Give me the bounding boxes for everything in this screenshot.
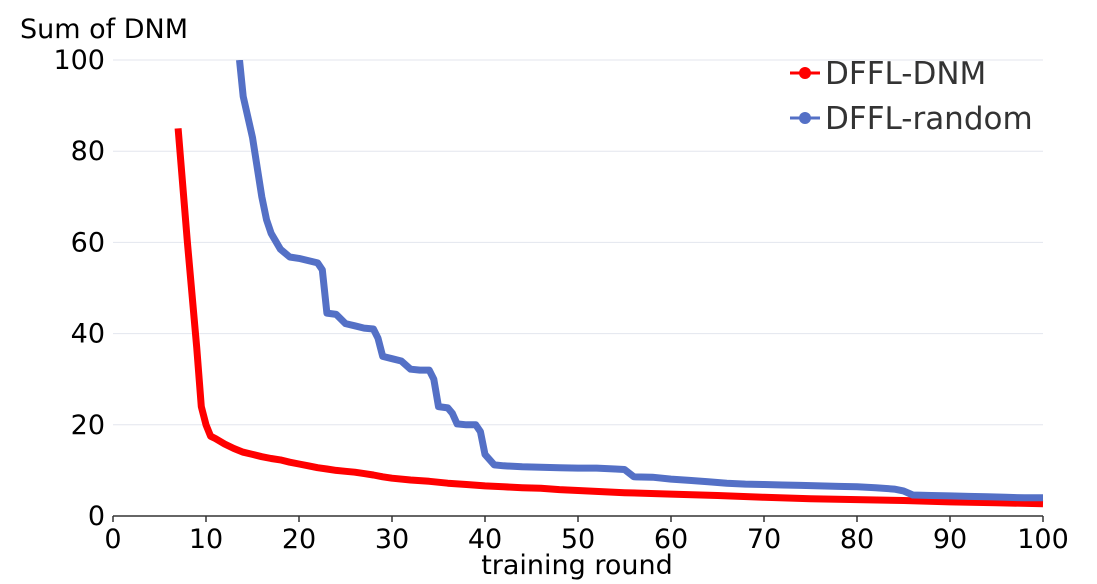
x-tick-label: 10 — [189, 524, 223, 555]
x-tick-label: 50 — [561, 524, 595, 555]
x-tick-label: 80 — [840, 524, 874, 555]
legend: DFFL-DNM DFFL-random — [790, 56, 1033, 137]
legend-label: DFFL-DNM — [825, 56, 986, 92]
legend-label: DFFL-random — [825, 101, 1033, 137]
x-tick-label: 30 — [375, 524, 409, 555]
x-tick-label: 0 — [104, 524, 121, 555]
series-line-2 — [236, 60, 1043, 502]
y-tick-label: 80 — [71, 136, 105, 167]
x-tick-label: 90 — [933, 524, 967, 555]
y-axis-title: Sum of DNM — [20, 14, 188, 45]
y-tick-label: 60 — [71, 227, 105, 258]
x-tick-label: 100 — [1017, 524, 1069, 555]
legend-swatch-marker — [799, 67, 811, 79]
x-tick-label: 60 — [654, 524, 688, 555]
y-tick-label: 20 — [71, 410, 105, 441]
x-tick-label: 70 — [747, 524, 781, 555]
x-tick-label: 40 — [468, 524, 502, 555]
x-axis-title: training round — [481, 550, 673, 581]
axes — [112, 515, 1044, 522]
x-tick-label: 20 — [282, 524, 316, 555]
y-tick-label: 0 — [88, 501, 105, 532]
y-tick-label: 40 — [71, 319, 105, 350]
y-tick-label: 100 — [53, 45, 105, 76]
legend-swatch-marker — [799, 112, 811, 124]
tick-labels: 0 10 20 30 40 50 60 70 80 90 100 0 20 40 60 80 100 — [53, 45, 1068, 555]
gridlines — [113, 59, 1043, 426]
series-line-1 — [174, 128, 1044, 508]
series-layer — [174, 60, 1044, 508]
